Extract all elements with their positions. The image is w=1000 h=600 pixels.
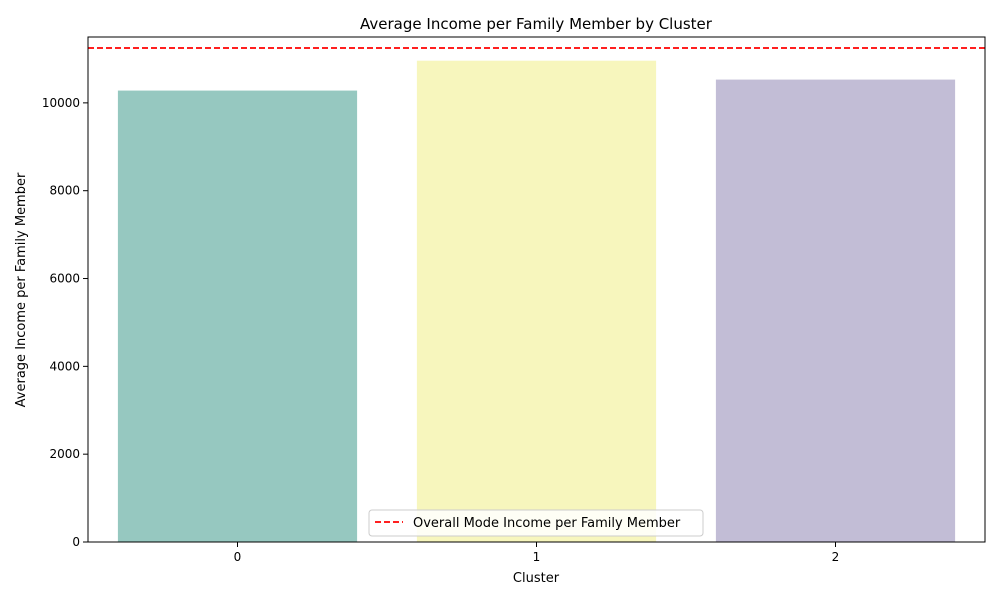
legend: Overall Mode Income per Family Member <box>368 509 704 537</box>
chart-title: Average Income per Family Member by Clus… <box>360 15 713 33</box>
y-axis-label: Average Income per Family Member <box>14 172 29 407</box>
y-tick-label: 6000 <box>49 272 80 286</box>
x-tick-label: 2 <box>832 550 840 564</box>
bar-cluster-0 <box>117 90 358 542</box>
legend-box <box>368 509 704 537</box>
bar-cluster-1 <box>416 60 657 542</box>
x-tick-label: 0 <box>234 550 242 564</box>
x-axis-label: Cluster <box>513 571 560 586</box>
x-tick-label: 1 <box>533 550 541 564</box>
y-tick-label: 10000 <box>42 96 80 110</box>
y-tick-label: 2000 <box>49 447 80 461</box>
y-tick-label: 0 <box>72 535 80 549</box>
y-tick-label: 8000 <box>49 184 80 198</box>
y-tick-label: 4000 <box>49 359 80 373</box>
plot-frame <box>87 36 986 543</box>
bar-cluster-2 <box>715 79 956 543</box>
legend-label: Overall Mode Income per Family Member <box>413 516 681 531</box>
